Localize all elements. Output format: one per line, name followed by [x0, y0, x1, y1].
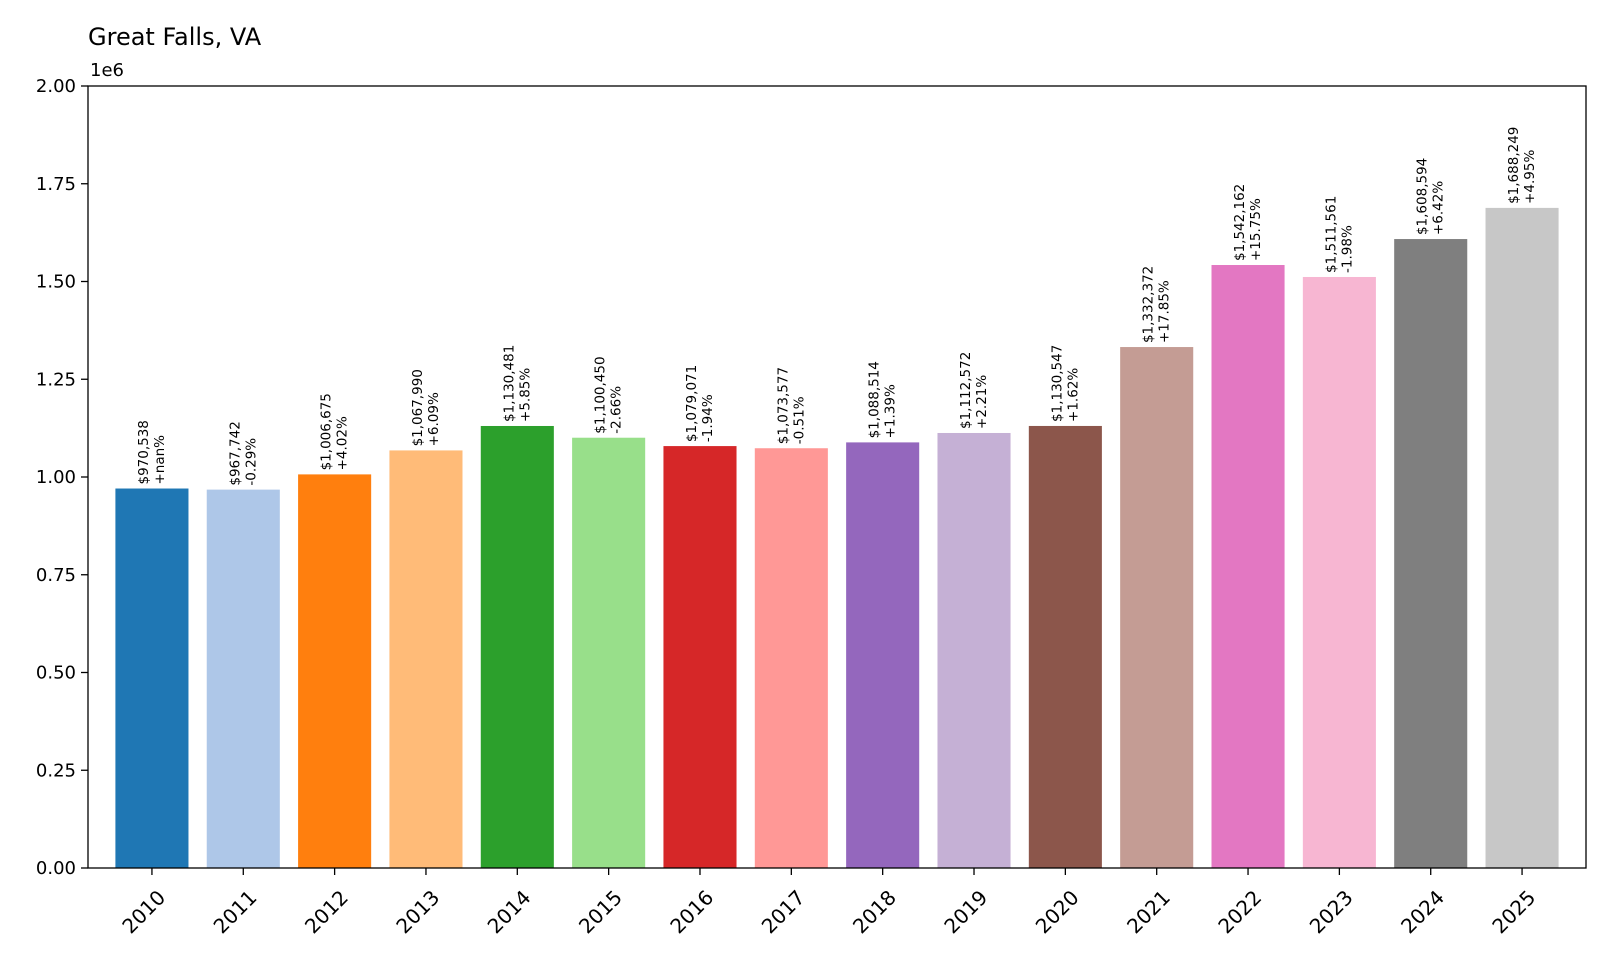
bar-2022: [1211, 265, 1285, 868]
bar-2018: [846, 442, 920, 868]
x-tick-label: 2018: [848, 885, 901, 938]
value-label: $970,538: [136, 420, 152, 484]
change-label: +4.95%: [1522, 150, 1538, 204]
data-labels: $970,538 +nan% $967,742 -0.29% $1,006,675 +4.…: [136, 127, 1538, 486]
value-label: $1,112,572: [958, 352, 974, 429]
x-tick-label: 2019: [939, 885, 992, 938]
change-label: +5.85%: [517, 368, 533, 422]
change-label: +17.85%: [1157, 280, 1173, 343]
y-tick-label: 2.00: [36, 76, 76, 97]
x-tick-label: 2011: [209, 885, 262, 938]
x-tick-label: 2017: [757, 885, 810, 938]
x-tick-label: 2024: [1396, 885, 1449, 938]
bar-2015: [572, 437, 646, 868]
x-tick-label: 2020: [1031, 885, 1084, 938]
x-tick-label: 2010: [117, 885, 170, 938]
y-tick-label: 1.50: [36, 272, 76, 293]
chart-title: Great Falls, VA: [88, 23, 262, 51]
y-axis: 0.00 0.25 0.50 0.75 1.00 1.25 1.50 1.75 2.00: [36, 76, 88, 879]
change-label: +1.62%: [1065, 368, 1081, 422]
value-label: $1,079,071: [684, 365, 700, 442]
value-label: $1,511,561: [1323, 196, 1339, 273]
x-tick-label: 2014: [483, 885, 536, 938]
bar-2021: [1120, 347, 1194, 868]
change-label: -0.51%: [791, 396, 807, 444]
x-tick-label: 2012: [300, 885, 353, 938]
value-label: $1,688,249: [1506, 127, 1522, 204]
value-label: $1,130,547: [1049, 345, 1065, 422]
value-label: $1,608,594: [1415, 158, 1431, 235]
change-label: +2.21%: [974, 375, 990, 429]
change-label: +6.42%: [1431, 181, 1447, 235]
value-label: $1,088,514: [867, 361, 883, 438]
y-axis-offset-label: 1e6: [90, 60, 124, 81]
bar-2011: [206, 489, 280, 868]
value-label: $1,006,675: [319, 393, 335, 470]
y-tick-label: 0.00: [36, 858, 76, 879]
bar-2025: [1485, 207, 1559, 868]
change-label: -0.29%: [243, 438, 259, 486]
value-label: $1,332,372: [1141, 266, 1157, 343]
bars-layer: [115, 207, 1559, 869]
bar-2012: [298, 474, 372, 868]
bar-2013: [389, 450, 463, 868]
change-label: -1.98%: [1339, 225, 1355, 273]
bar-2016: [663, 446, 737, 868]
bar-2017: [754, 448, 828, 868]
plot-frame: [87, 85, 1587, 869]
value-label: $1,100,450: [593, 356, 609, 433]
value-label: $1,073,577: [775, 367, 791, 444]
y-tick-label: 0.25: [36, 760, 76, 781]
change-label: +6.09%: [426, 392, 442, 446]
value-label: $967,742: [227, 421, 243, 485]
x-tick-label: 2022: [1213, 885, 1266, 938]
change-label: +15.75%: [1248, 198, 1264, 261]
bar-2019: [937, 432, 1011, 868]
change-label: +1.39%: [883, 384, 899, 438]
x-tick-label: 2025: [1487, 885, 1540, 938]
change-label: -1.94%: [700, 394, 716, 442]
bar-2010: [115, 488, 189, 868]
change-label: +4.02%: [335, 416, 351, 470]
x-tick-label: 2021: [1122, 885, 1175, 938]
value-label: $1,542,162: [1232, 184, 1248, 261]
y-tick-label: 1.00: [36, 467, 76, 488]
bar-2020: [1028, 425, 1102, 868]
value-label: $1,130,481: [501, 345, 517, 422]
y-tick-label: 0.50: [36, 663, 76, 684]
bar-2014: [480, 425, 554, 868]
bar-2023: [1302, 276, 1376, 869]
value-label: $1,067,990: [410, 369, 426, 446]
x-tick-label: 2016: [665, 885, 718, 938]
change-label: +nan%: [152, 435, 168, 485]
y-tick-label: 0.75: [36, 565, 76, 586]
change-label: -2.66%: [609, 386, 625, 434]
y-tick-label: 1.75: [36, 174, 76, 195]
x-tick-label: 2023: [1305, 885, 1358, 938]
x-axis: 2010 2011 2012 2013 2014 2015 2016 2017 2018 2019…: [117, 868, 1540, 938]
x-tick-label: 2013: [391, 885, 444, 938]
x-tick-label: 2015: [574, 885, 627, 938]
bar-2024: [1394, 239, 1468, 869]
y-tick-label: 1.25: [36, 369, 76, 390]
